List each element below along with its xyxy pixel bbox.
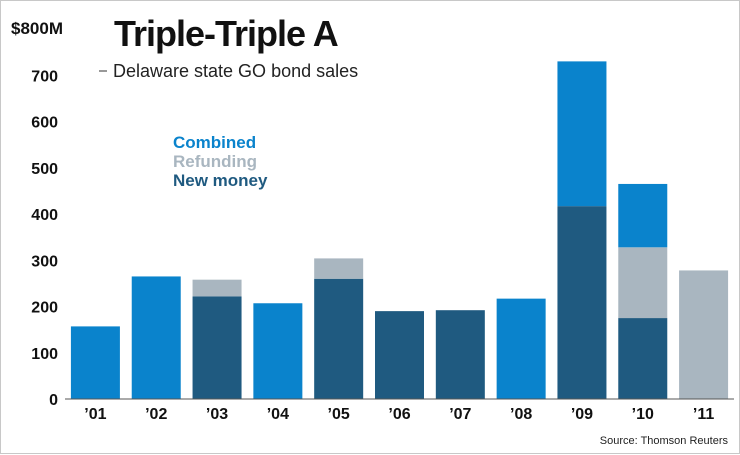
- x-tick-label: ’11: [693, 406, 714, 423]
- x-tick-label: ’05: [328, 406, 350, 423]
- chart-title: Triple-Triple A: [114, 13, 339, 54]
- bar-refunding: [314, 258, 364, 279]
- x-tick-label: ’01: [84, 406, 106, 423]
- y-tick-label: 100: [31, 346, 58, 363]
- x-tick-label: ’09: [571, 406, 593, 423]
- bar-combined: [253, 303, 303, 399]
- legend-item-combined: Combined: [173, 133, 256, 152]
- chart-subtitle: Delaware state GO bond sales: [113, 61, 358, 81]
- bar-refunding: [679, 270, 729, 399]
- y-axis-top-label: $800M: [11, 19, 63, 38]
- y-tick-label: 200: [31, 300, 58, 317]
- x-tick-label: ’04: [267, 406, 289, 423]
- y-tick-label: 500: [31, 161, 58, 178]
- x-tick-label: ’03: [206, 406, 228, 423]
- bar-new-money: [557, 206, 607, 399]
- legend-item-new-money: New money: [173, 171, 268, 190]
- y-tick-label: 300: [31, 253, 58, 270]
- bar-combined: [70, 326, 120, 399]
- bar-new-money: [435, 310, 485, 399]
- bar-new-money: [192, 296, 242, 399]
- y-axis: 0 100 200 300 400 500 600 700: [31, 68, 58, 409]
- bar-new-money: [618, 318, 668, 399]
- x-tick-label: ’08: [510, 406, 532, 423]
- x-axis: ’01 ’02 ’03 ’04 ’05 ’06 ’07 ’08 ’09 ’10 ’11: [65, 398, 734, 423]
- bar-combined: [131, 276, 181, 399]
- y-tick-label: 700: [31, 68, 58, 85]
- x-tick-label: ’06: [388, 406, 410, 423]
- bar-refunding: [192, 279, 242, 297]
- bar-new-money: [375, 311, 424, 400]
- x-tick-label: ’10: [632, 406, 654, 423]
- bar-new-money: [314, 278, 364, 399]
- source-note: Source: Thomson Reuters: [600, 435, 729, 447]
- y-tick-label: 400: [31, 207, 58, 224]
- bar-combined: [618, 183, 668, 248]
- bar-refunding: [618, 247, 668, 319]
- bar-combined: [496, 298, 546, 399]
- x-tick-label: ’02: [145, 406, 167, 423]
- legend-item-refunding: Refunding: [173, 152, 257, 171]
- bar-combined: [557, 61, 607, 207]
- y-tick-label: 0: [49, 392, 58, 409]
- x-tick-label: ’07: [449, 406, 471, 423]
- y-tick-label: 600: [31, 115, 58, 132]
- bars-group: [70, 61, 729, 400]
